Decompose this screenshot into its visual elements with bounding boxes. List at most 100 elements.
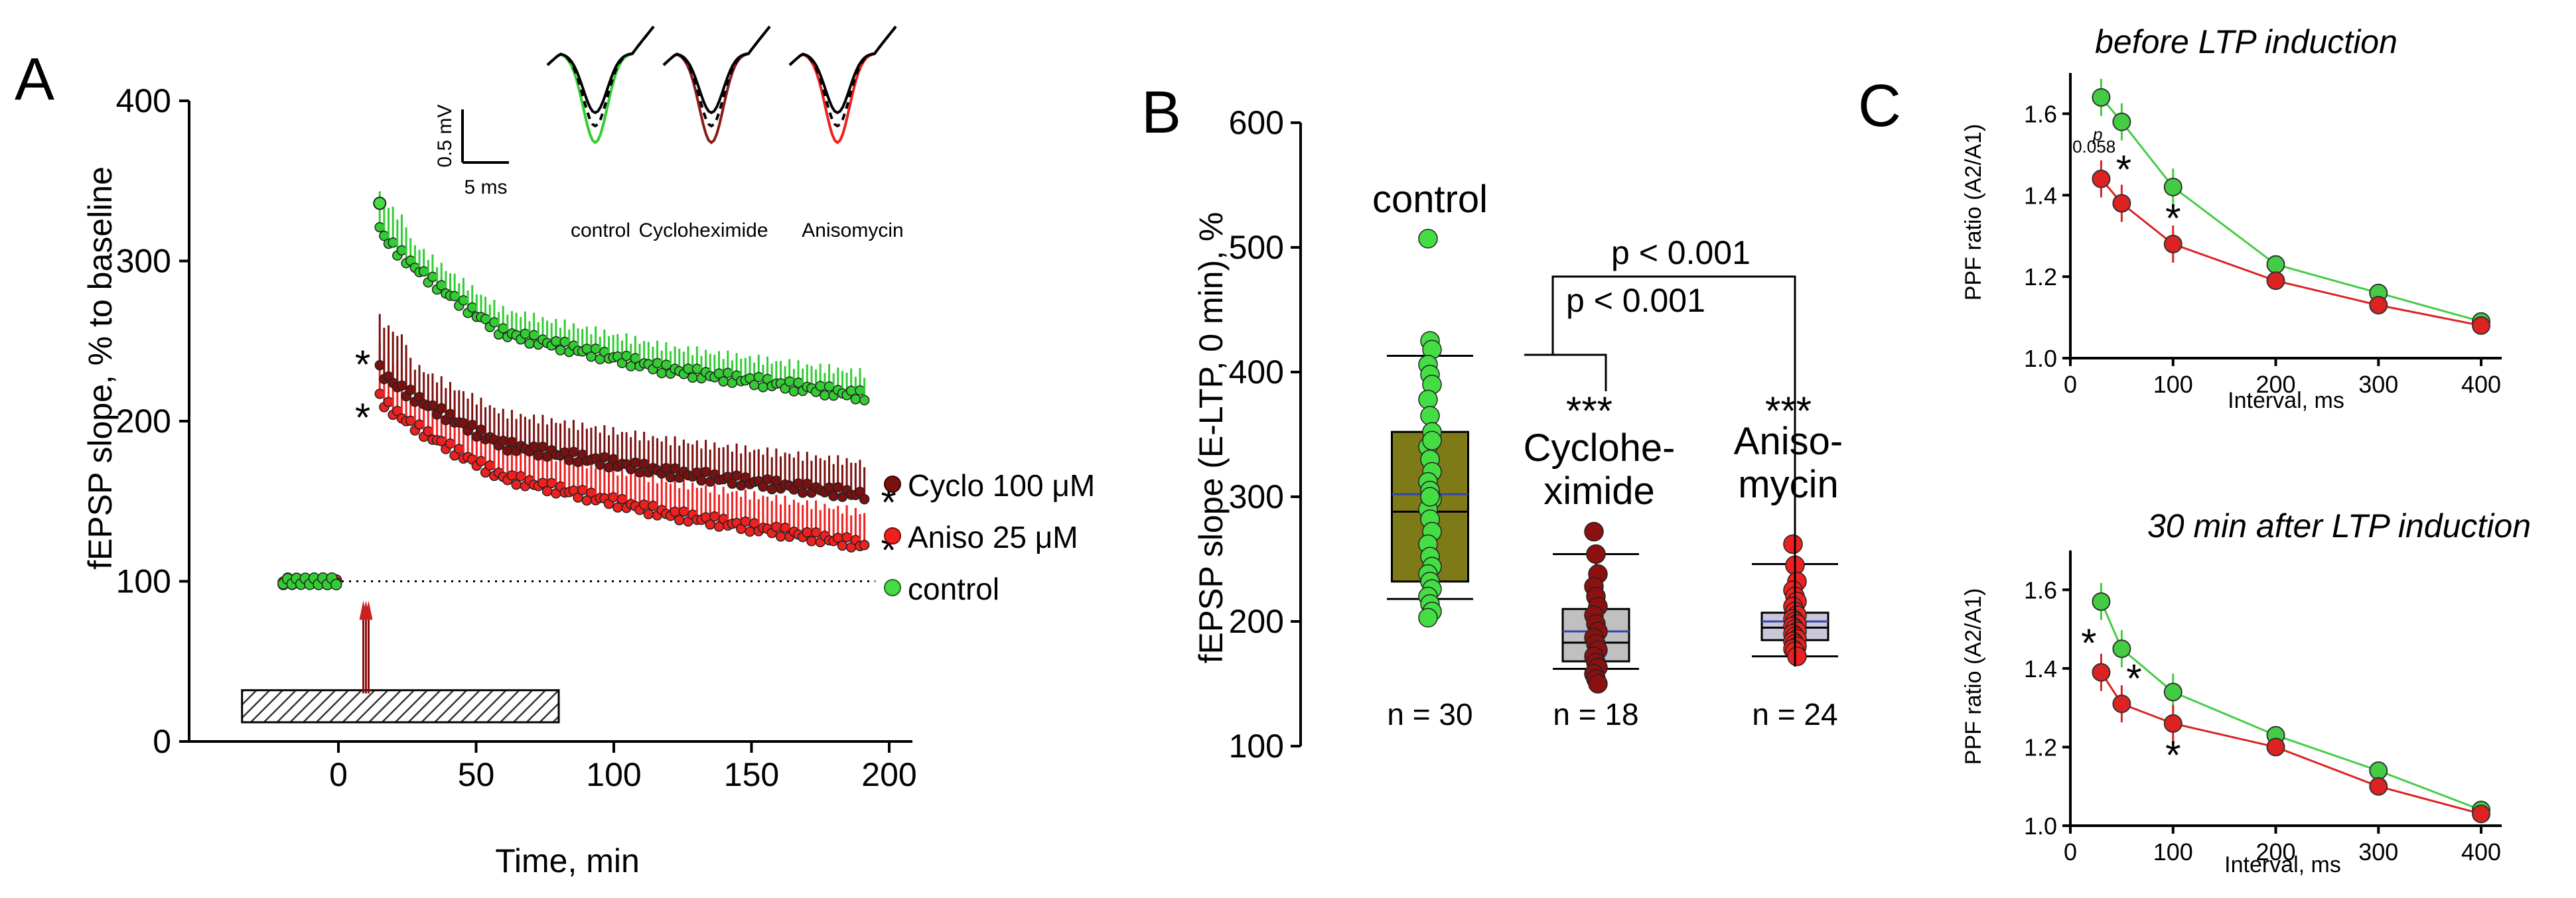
ppf-xtick-label: 0 [2064, 838, 2077, 866]
panel-b-axes: 100 200 300 400 500 600 [1229, 104, 1302, 765]
ppf-point-control [2163, 178, 2182, 196]
panel-a-point-control [723, 367, 733, 379]
comparison-label-aniso: p < 0.001 [1611, 234, 1751, 271]
panel-c-chart: before LTP induction PPF ratio (A2/A1) I… [1961, 23, 2531, 877]
panel-label-a: A [15, 46, 54, 113]
panel-a-point-control [661, 359, 672, 370]
panel-a-point-aniso [806, 536, 817, 546]
ppf-bottom-star: * [2165, 733, 2181, 777]
ppf-line-control [2100, 96, 2482, 323]
ppf-xtick-label: 200 [2255, 838, 2295, 866]
panel-b-n-label-group1: n = 18 [1553, 697, 1638, 732]
ppf-point-control [2112, 112, 2131, 131]
panel-b-group-label-group2: Aniso- [1734, 420, 1843, 463]
panel-a-xtick-label: 50 [458, 756, 495, 793]
panel-a-point-aniso [802, 527, 813, 538]
panel-a-point-control [427, 271, 438, 283]
ppf-bottom-star: * [2126, 656, 2141, 700]
panel-a-point-control [845, 385, 857, 397]
panel-a-legend: Cyclo 100 μM Aniso 25 μM control [884, 468, 1095, 606]
panel-a-point-aniso [674, 515, 685, 525]
panel-a-xtick-label: 200 [861, 756, 916, 793]
panel-a-point-aniso [546, 478, 557, 489]
panel-b-ytick-label: 400 [1229, 353, 1284, 391]
panel-b-point-group0 [1422, 430, 1442, 451]
panel-a-point-control [823, 381, 835, 392]
ppf-xtick-label: 200 [2255, 371, 2295, 398]
panel-a-point-control [555, 345, 566, 355]
panel-a-point-control [687, 372, 698, 383]
legend-label-aniso: Aniso 25 μM [908, 520, 1078, 554]
inset-trace-dashed [546, 25, 655, 128]
panel-a-point-control [850, 394, 861, 405]
panel-a-ytick-label: 100 [116, 563, 171, 600]
panel-a-point-cyclo [797, 487, 808, 498]
panel-b-point-group1 [1588, 674, 1608, 694]
ppf-ytick-label: 1.2 [2024, 734, 2057, 761]
inset-trace-dashed [662, 25, 771, 128]
panel-b-group-label-group0: control [1372, 178, 1488, 221]
panel-a-xtick-label: 0 [329, 756, 348, 793]
ppf-point-control [2112, 639, 2131, 659]
panel-a-induction-arrows [359, 600, 373, 694]
panel-a-point-aniso [678, 506, 689, 517]
panel-a-star: * [355, 395, 370, 440]
panel-a-point-control [820, 390, 830, 401]
panel-a-point-aniso [454, 444, 465, 454]
panel-a-point-aniso [670, 506, 680, 517]
inset-trace-black [788, 25, 897, 115]
panel-a-point-aniso [780, 523, 790, 533]
panel-a-point-cyclo [405, 385, 416, 395]
panel-c-bottom-plot: 1.0 1.2 1.4 1.6 0 100 200 300 400 * * * [2024, 550, 2502, 866]
panel-a-point-control [788, 386, 800, 397]
panel-a-point-aniso [445, 438, 456, 449]
panel-c-title-bottom: 30 min after LTP induction [2147, 507, 2531, 545]
panel-a-point-cyclo [665, 472, 676, 483]
ppf-point-treated [2092, 663, 2111, 682]
panel-a-point-aniso [414, 419, 425, 430]
panel-a-point-cyclo [661, 463, 672, 474]
ppf-line-treated [2100, 671, 2482, 815]
panel-a-ytick-label: 0 [153, 723, 171, 760]
panel-a-point-control [590, 344, 601, 354]
panel-a-point-control [466, 302, 478, 313]
panel-a-hatched-bar [241, 689, 560, 724]
panel-a-point-cyclo [396, 380, 407, 391]
panel-a-point-cyclo [599, 452, 610, 463]
panel-a-xlabel: Time, min [495, 842, 640, 879]
inset-trace-dashed [788, 25, 897, 128]
panel-b-point-group0 [1418, 229, 1438, 249]
panel-b-ytick-label: 600 [1229, 104, 1284, 141]
panel-a-point-cyclo [696, 475, 707, 486]
ppf-xtick-label: 100 [2153, 371, 2193, 398]
panel-a-point-aniso [643, 509, 654, 520]
panel-a-xtick-label: 150 [724, 756, 779, 793]
panel-a-series [277, 191, 870, 591]
inset-trace-black [662, 25, 771, 115]
ppf-point-treated [2472, 804, 2491, 824]
panel-a-point-control [683, 363, 693, 374]
panel-b-point-group1 [1586, 544, 1606, 564]
inset-scale-x-label: 5 ms [464, 176, 507, 198]
ppf-ytick-label: 1.4 [2024, 655, 2057, 682]
panel-a-inset: 0.5 mV 5 ms control Cycloheximide Anisom… [434, 25, 904, 241]
panel-b-ylabel: fEPSP slope (E-LTP, 0 min), % [1192, 212, 1230, 664]
ppf-point-treated [2112, 194, 2131, 213]
ppf-top-star: * [2116, 147, 2131, 192]
inset-scale-y-label: 0.5 mV [434, 104, 456, 167]
panel-a-point-control [652, 357, 663, 369]
ppf-line-control [2100, 601, 2482, 811]
panel-a-ytick-label: 300 [116, 243, 171, 280]
ppf-line-treated [2100, 178, 2482, 327]
ppf-point-treated [2266, 271, 2285, 290]
ppf-xtick-label: 400 [2461, 371, 2501, 398]
panel-a-point-aniso [740, 516, 751, 527]
panel-a-point-control [498, 323, 508, 334]
panel-a-xtick-label: 100 [586, 756, 641, 793]
panel-a-point-cyclo [638, 458, 650, 470]
panel-a-point-control [753, 371, 764, 383]
panel-a-point-control [656, 367, 667, 379]
panel-a-point-cyclo [528, 441, 539, 452]
panel-a-point-control [528, 330, 539, 341]
